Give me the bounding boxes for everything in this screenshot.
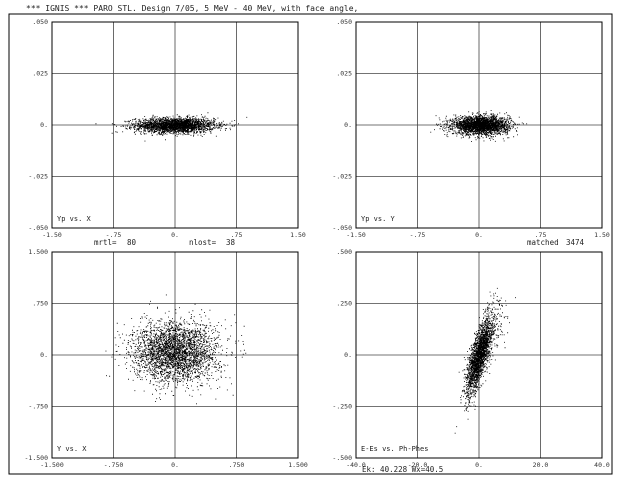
x-tick-label: -20.0 [408, 461, 428, 469]
panel-annotation: Yp vs. Y [361, 215, 396, 223]
scatter-points [454, 287, 516, 434]
y-tick-label: 0. [40, 121, 48, 129]
y-tick-label: -.500 [332, 454, 352, 462]
x-tick-label: 1.50 [290, 231, 306, 239]
scatter-points [95, 112, 248, 142]
y-tick-label: -.750 [28, 403, 48, 411]
y-tick-label: -.050 [28, 224, 48, 232]
y-tick-label: .025 [32, 70, 48, 78]
matched-value: 3474 [566, 238, 585, 247]
x-tick-label: -.75 [410, 231, 426, 239]
y-tick-label: 0. [344, 351, 352, 359]
x-tick-label: 1.50 [594, 231, 610, 239]
y-tick-label: 0. [344, 121, 352, 129]
x-tick-label: -1.50 [346, 231, 366, 239]
mrtl-value: 80 [127, 238, 137, 247]
y-tick-label: 0. [40, 351, 48, 359]
energy-readout: Ek: 40.228 Wx=40.5 [362, 465, 443, 474]
panel-top-left: -1.50 -.75 0. .75 1.50 -.050 -.025 0. .025 .050 Yp… [28, 18, 305, 239]
x-tick-label: -1.500 [40, 461, 64, 469]
y-tick-label: -1.500 [25, 454, 49, 462]
y-tick-label: -.250 [332, 403, 352, 411]
x-tick-label: 1.500 [288, 461, 308, 469]
plot-area [51, 21, 299, 229]
y-tick-label: -.025 [28, 173, 48, 181]
y-tick-label: -.025 [332, 173, 352, 181]
x-tick-label: -1.50 [42, 231, 62, 239]
x-tick-label: .75 [231, 231, 243, 239]
mrtl-label: mrtl= [94, 238, 117, 247]
panel-annotation: Y vs. X [57, 445, 87, 453]
outer-border [8, 13, 613, 475]
info-line: mrtl= 80 nlost= 38 matched 3474 [94, 238, 585, 247]
panel-top-right: -1.50 -.75 0. .75 1.50 -.050 -.025 0. .025 .050 Yp… [332, 18, 609, 239]
y-tick-label: .050 [32, 18, 48, 26]
x-tick-label: -.750 [104, 461, 124, 469]
panel-bottom-left: -1.500 -.750 0. .750 1.500 -1.500 -.750 0. .750 1… [25, 248, 308, 469]
x-tick-label: -40.0 [346, 461, 366, 469]
x-tick-label: -.75 [106, 231, 122, 239]
y-tick-label: -.050 [332, 224, 352, 232]
panel-bottom-right: -40.0 -20.0 0. 20.0 40.0 -.500 -.250 0. .250 .500… [332, 248, 609, 469]
plot-area [51, 251, 299, 459]
x-tick-label: .75 [535, 231, 547, 239]
x-tick-label: 0. [475, 461, 483, 469]
x-tick-label: .750 [229, 461, 245, 469]
y-tick-label: .050 [336, 18, 352, 26]
nlost-value: 38 [226, 238, 236, 247]
plot-area [355, 21, 603, 229]
panel-annotation: Yp vs. X [57, 215, 92, 223]
y-tick-label: 1.500 [28, 248, 48, 256]
matched-label: matched [527, 238, 559, 247]
x-tick-label: 20.0 [533, 461, 549, 469]
x-tick-label: 0. [171, 231, 179, 239]
plot-area [355, 251, 603, 459]
scatter-points [430, 110, 528, 142]
panel-annotation: E-Es vs. Ph-Phes [361, 445, 428, 453]
y-tick-label: .025 [336, 70, 352, 78]
scatter-points [105, 294, 247, 405]
y-tick-label: .250 [336, 300, 352, 308]
nlost-label: nlost= [189, 238, 217, 247]
plot-panels: -1.50 -.75 0. .75 1.50 -.050 -.025 0. .025 .050 Yp… [25, 18, 610, 469]
y-tick-label: .500 [336, 248, 352, 256]
y-tick-label: .750 [32, 300, 48, 308]
x-tick-label: 0. [171, 461, 179, 469]
page-title: *** IGNIS *** PARO STL. Design 7/05, 5 M… [26, 4, 358, 13]
x-tick-label: 0. [475, 231, 483, 239]
x-tick-label: 40.0 [594, 461, 610, 469]
